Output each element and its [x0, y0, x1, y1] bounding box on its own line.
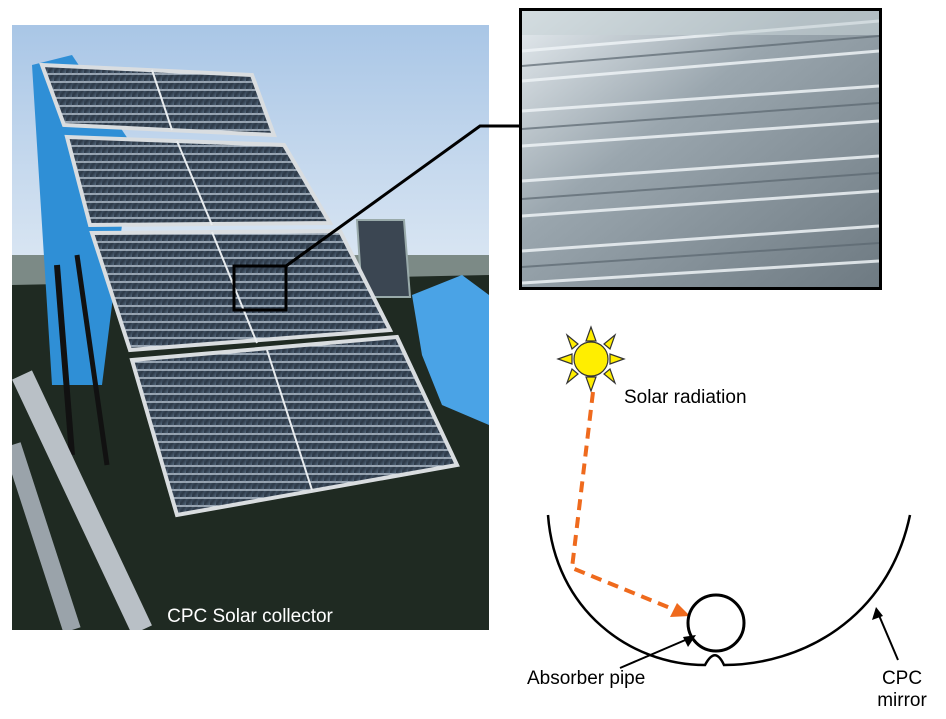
sun-icon	[556, 325, 626, 393]
label-absorber-pipe: Absorber pipe	[527, 668, 646, 689]
label-cpc-mirror-line1: CPC	[881, 668, 923, 689]
zoom-inset-photo	[519, 8, 882, 290]
absorber-pipe	[686, 593, 746, 653]
label-cpc-mirror-line2: mirror	[877, 690, 927, 711]
mirror-arrow-line	[877, 612, 899, 661]
solar-ray	[569, 391, 681, 614]
cpc-mirror	[546, 514, 912, 667]
photo-caption: CPC Solar collector	[167, 606, 333, 627]
ray-arrow-icon	[670, 603, 690, 617]
absorber-arrow-line	[619, 637, 691, 669]
collector-photo: CPC Solar collector	[12, 25, 489, 630]
mirror-arrow-icon	[872, 607, 883, 620]
label-solar-radiation: Solar radiation	[624, 387, 747, 408]
collector-photo-illustration: CPC Solar collector	[12, 25, 489, 630]
absorber-arrow-icon	[683, 635, 696, 647]
zoom-inset-illustration	[522, 11, 879, 287]
